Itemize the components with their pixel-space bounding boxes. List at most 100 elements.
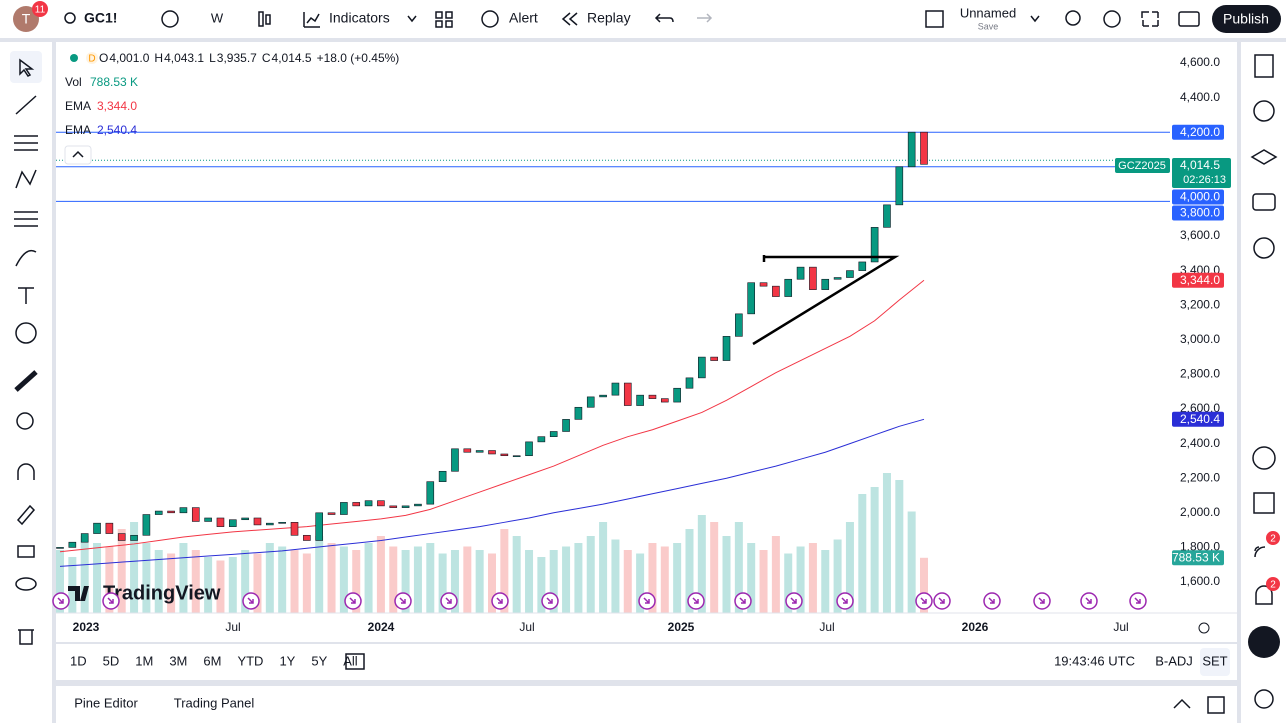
lock[interactable] <box>17 545 35 558</box>
chevron[interactable] <box>407 15 417 23</box>
volume-bar <box>734 522 743 613</box>
y-tick-label: 2,200.0 <box>1180 470 1220 484</box>
candle <box>389 505 398 508</box>
range-button[interactable]: 3M <box>169 653 187 668</box>
volume-bar <box>450 550 459 613</box>
range-button[interactable]: 1D <box>70 653 87 668</box>
candle <box>315 512 324 541</box>
trash[interactable] <box>18 629 34 645</box>
expand-panel[interactable] <box>1173 698 1191 709</box>
settings[interactable] <box>1103 10 1121 28</box>
object-tree[interactable] <box>1250 149 1278 165</box>
magnet[interactable] <box>17 463 35 480</box>
publish-button[interactable] <box>1212 5 1281 33</box>
countdown: 02:26:13 <box>1183 174 1226 186</box>
alert-icon[interactable] <box>481 10 499 28</box>
volume-bar <box>710 522 719 613</box>
chat[interactable] <box>1252 193 1276 211</box>
cursor-active[interactable] <box>10 51 42 83</box>
hotlist[interactable] <box>1252 446 1276 470</box>
range-button[interactable]: 1M <box>135 653 153 668</box>
candle <box>870 227 879 263</box>
templates-icon[interactable] <box>435 11 453 28</box>
range-button[interactable]: 5D <box>103 653 120 668</box>
fib-tool[interactable] <box>14 135 38 151</box>
range-button[interactable]: All <box>343 653 358 668</box>
measure-tool[interactable] <box>14 370 38 392</box>
text-tool[interactable] <box>18 287 34 304</box>
event-arrow <box>349 597 356 604</box>
snapshot[interactable] <box>1178 11 1200 27</box>
layout-icon[interactable] <box>925 10 944 28</box>
right-toolbar <box>1241 42 1286 723</box>
candle <box>167 510 175 514</box>
help[interactable] <box>1254 689 1274 709</box>
hide[interactable] <box>15 577 37 591</box>
event-arrow <box>841 597 848 604</box>
search-icon[interactable] <box>64 12 76 24</box>
volume-bar <box>636 553 645 613</box>
axis-settings[interactable] <box>1198 622 1210 634</box>
triangle-drawing[interactable] <box>752 255 900 346</box>
line-tool[interactable] <box>15 95 37 115</box>
symbol[interactable]: GC1! <box>84 10 117 26</box>
ideas[interactable] <box>1253 237 1275 259</box>
calendar[interactable] <box>1253 492 1275 514</box>
layout-chevron[interactable] <box>1030 15 1040 23</box>
event-arrow <box>643 597 650 604</box>
indicators[interactable]: Indicators <box>329 10 390 26</box>
volume-bar <box>179 543 188 613</box>
redo[interactable] <box>697 13 713 23</box>
adjust[interactable]: B-ADJ <box>1155 653 1193 668</box>
volume-bar <box>611 539 620 613</box>
event-arrow <box>739 597 746 604</box>
forecast-tool[interactable] <box>14 211 38 227</box>
notifications[interactable] <box>1255 585 1273 605</box>
volume-bar <box>339 546 348 613</box>
panel-tab[interactable]: Pine Editor <box>74 695 138 710</box>
event-arrow <box>988 597 995 604</box>
alerts-panel[interactable] <box>1253 100 1275 122</box>
session[interactable]: SET <box>1202 653 1227 668</box>
y-tick-label: 3,600.0 <box>1180 228 1220 242</box>
goto-date[interactable] <box>345 653 365 670</box>
range-button[interactable]: YTD <box>237 653 263 668</box>
watchlist[interactable] <box>1254 54 1274 78</box>
interval[interactable]: W <box>211 10 224 25</box>
stay-drawing[interactable] <box>16 504 36 526</box>
volume-bar <box>549 550 558 613</box>
session-button[interactable] <box>1200 648 1230 676</box>
indicators-icon[interactable] <box>303 12 320 28</box>
products[interactable] <box>1248 626 1280 658</box>
replay[interactable]: Replay <box>587 10 631 26</box>
volume-bar <box>302 553 311 613</box>
maximize-panel[interactable] <box>1207 696 1225 714</box>
range-button[interactable]: 1Y <box>279 653 295 668</box>
news[interactable] <box>1254 546 1266 558</box>
candle-type[interactable] <box>258 11 264 27</box>
pattern-tool[interactable] <box>15 169 37 189</box>
range-button[interactable]: 5Y <box>311 653 327 668</box>
alert[interactable]: Alert <box>509 10 538 26</box>
cursor-tool[interactable] <box>19 58 35 77</box>
range-button[interactable]: 6M <box>203 653 221 668</box>
replay-icon[interactable] <box>561 12 578 26</box>
volume-bar <box>364 543 373 613</box>
quick-search[interactable] <box>1065 10 1081 26</box>
fullscreen[interactable] <box>1141 11 1159 27</box>
candle <box>883 204 891 228</box>
volume-bar <box>389 546 398 613</box>
zoom-tool[interactable] <box>16 412 34 430</box>
avatar[interactable] <box>13 6 39 32</box>
icon-tool[interactable] <box>15 322 37 344</box>
undo[interactable] <box>654 13 674 23</box>
volume-bar <box>821 550 830 613</box>
add-symbol[interactable] <box>161 10 179 28</box>
brush-tool[interactable] <box>15 249 37 267</box>
layout-name[interactable]: Unnamed <box>960 5 1016 20</box>
candle <box>68 541 77 548</box>
collapse-legend[interactable] <box>64 145 92 165</box>
publish[interactable]: Publish <box>1223 11 1269 27</box>
panel-tab[interactable]: Trading Panel <box>174 695 255 710</box>
